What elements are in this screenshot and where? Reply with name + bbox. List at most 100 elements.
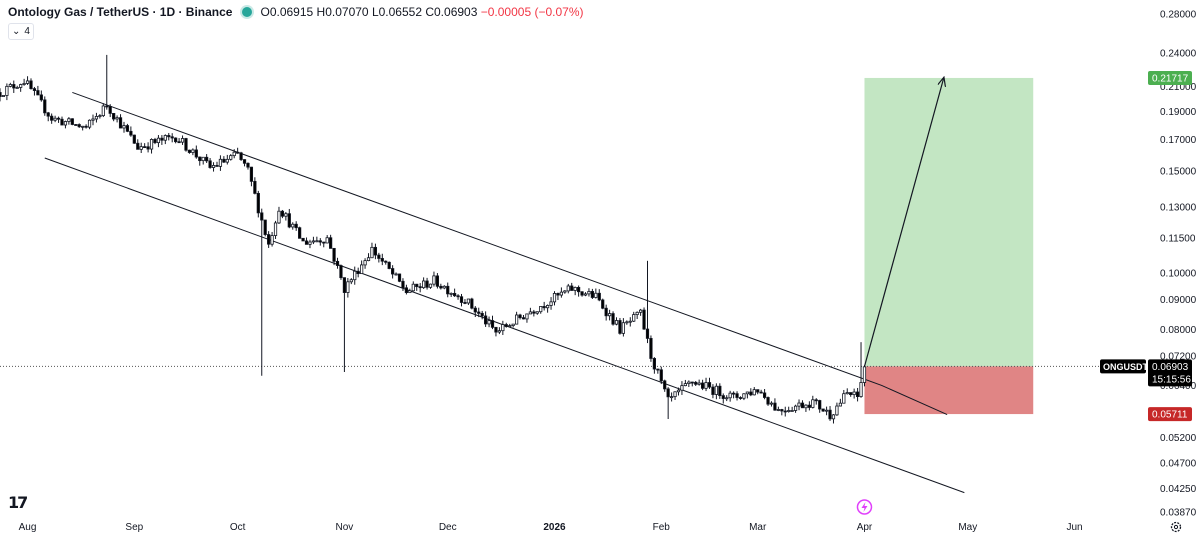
- candle-body: [191, 149, 195, 153]
- y-tick-label: 0.10000: [1160, 269, 1197, 280]
- candle: [859, 342, 863, 398]
- candle-body: [769, 402, 774, 405]
- candle: [590, 288, 594, 300]
- candle-body: [707, 382, 712, 388]
- candle-body: [394, 273, 398, 276]
- candle-body: [184, 138, 188, 151]
- candle: [346, 278, 350, 298]
- gear-icon[interactable]: [1170, 521, 1182, 533]
- candle-body: [811, 399, 815, 408]
- candle-body: [208, 160, 212, 168]
- y-tick-label: 0.08000: [1160, 325, 1197, 336]
- candle: [284, 211, 288, 221]
- candle: [525, 313, 529, 323]
- price-axis[interactable]: 0.28000 0.24000 0.21000 0.19000 0.17000 0.150…: [1160, 10, 1197, 519]
- candle-body: [39, 94, 43, 101]
- candle-body: [81, 125, 85, 128]
- candle: [360, 260, 364, 275]
- candle-body: [539, 306, 543, 313]
- candle-body: [215, 165, 219, 167]
- x-tick-label: Mar: [749, 522, 767, 533]
- candle: [263, 219, 267, 237]
- candle: [776, 406, 780, 412]
- candle: [253, 177, 257, 195]
- candle: [122, 121, 126, 133]
- candle-body: [418, 286, 422, 289]
- candle: [43, 96, 47, 116]
- candle: [611, 311, 615, 326]
- candle-body: [697, 382, 701, 385]
- candle-body: [8, 84, 12, 87]
- candle-body: [180, 138, 185, 143]
- candle: [687, 380, 691, 388]
- candle-body: [601, 299, 605, 309]
- candle-body: [497, 330, 502, 333]
- candle-body: [649, 338, 653, 359]
- candle: [311, 236, 316, 245]
- candle-body: [549, 301, 553, 306]
- lightning-bolt-icon[interactable]: [856, 499, 873, 515]
- candle: [415, 283, 419, 291]
- symbol-title[interactable]: Ontology Gas / TetherUS · 1D · Binance: [8, 5, 233, 19]
- candle-body: [422, 280, 426, 289]
- candle: [508, 323, 512, 327]
- target-price-badge-text: 0.21717: [1152, 73, 1189, 84]
- candle-body: [515, 314, 519, 325]
- candle-body: [535, 311, 539, 314]
- candle: [277, 206, 281, 224]
- candle-body: [687, 381, 691, 385]
- tradingview-logo-icon[interactable]: 17: [8, 493, 28, 512]
- candle: [5, 83, 9, 101]
- candle: [725, 395, 729, 402]
- candle: [211, 162, 216, 172]
- candle-body: [635, 311, 639, 316]
- candle-body: [849, 392, 853, 396]
- candle: [143, 143, 147, 149]
- target-price-badge: 0.21717: [1148, 70, 1192, 85]
- candle: [621, 318, 625, 337]
- candle: [332, 247, 336, 266]
- candle: [404, 284, 409, 295]
- candle: [459, 293, 464, 307]
- ohlc-high: H0.07070: [316, 5, 369, 19]
- candle-body: [656, 368, 660, 371]
- candle-body: [218, 158, 223, 167]
- candle: [153, 137, 157, 145]
- candle: [546, 304, 550, 313]
- candle: [387, 261, 391, 270]
- candle-body: [590, 291, 594, 298]
- candle-body: [384, 260, 388, 263]
- candle-body: [718, 385, 722, 397]
- candle-body: [112, 112, 116, 120]
- candle: [208, 158, 212, 169]
- candle-body: [735, 393, 739, 398]
- candle: [573, 286, 577, 296]
- candle: [149, 138, 154, 154]
- price-badge-text: 0.06903: [1152, 362, 1189, 373]
- time-axis[interactable]: Aug Sep Oct Nov Dec 2026 Feb Mar Apr May Jun: [19, 521, 1182, 533]
- candle-body: [487, 320, 491, 325]
- indicators-toggle[interactable]: ⌄ 4: [8, 23, 34, 40]
- candle-body: [546, 305, 550, 309]
- candle-body: [632, 314, 636, 322]
- candle-body: [32, 88, 37, 91]
- candle-body: [315, 240, 319, 243]
- candle: [363, 258, 367, 269]
- candle: [601, 298, 605, 310]
- x-tick-label: Feb: [653, 522, 671, 533]
- candle-body: [669, 396, 674, 399]
- candle-body: [587, 291, 591, 295]
- candle: [645, 260, 650, 344]
- candle: [270, 231, 274, 247]
- candle-body: [404, 287, 409, 294]
- candle: [280, 209, 285, 219]
- candle-body: [828, 409, 832, 420]
- candle: [542, 301, 546, 311]
- candle-body: [177, 141, 181, 144]
- candle-body: [160, 137, 164, 141]
- candle-body: [94, 116, 99, 120]
- candle: [198, 156, 202, 166]
- candle-body: [294, 223, 298, 229]
